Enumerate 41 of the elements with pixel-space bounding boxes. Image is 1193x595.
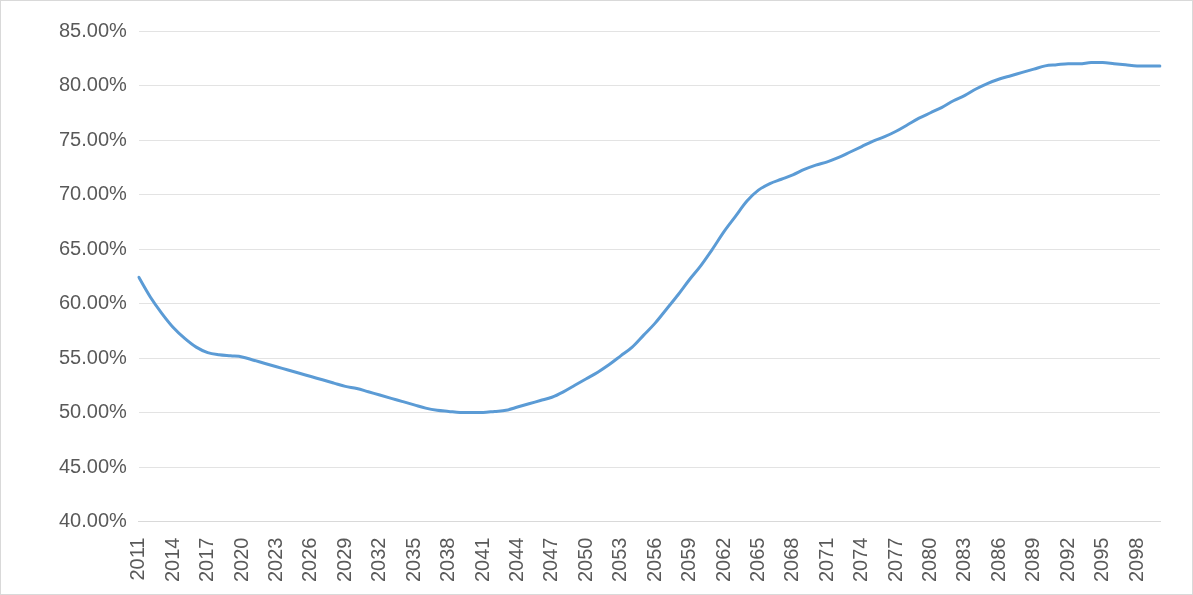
x-tick-label: 2023 xyxy=(264,537,287,583)
x-tick-label: 2032 xyxy=(367,537,390,583)
x-tick-label: 2086 xyxy=(986,537,1009,583)
x-tick-label: 2071 xyxy=(814,537,837,583)
x-tick-label: 2017 xyxy=(195,537,218,583)
x-tick-label: 2056 xyxy=(642,537,665,583)
x-tick-label: 2098 xyxy=(1124,537,1147,583)
y-tick-label: 55.00% xyxy=(58,345,128,368)
y-tick-label: 65.00% xyxy=(58,236,128,259)
y-tick-label: 70.00% xyxy=(58,182,128,205)
x-tick-label: 2077 xyxy=(883,537,906,583)
y-tick-label: 45.00% xyxy=(58,454,128,477)
x-tick-label: 2011 xyxy=(126,537,149,581)
y-tick-label: 75.00% xyxy=(58,127,128,150)
x-tick-label: 2089 xyxy=(1021,537,1044,583)
x-tick-label: 2080 xyxy=(918,537,941,583)
x-tick-label: 2047 xyxy=(539,537,562,583)
x-tick-label: 2068 xyxy=(780,537,803,583)
x-tick-label: 2020 xyxy=(229,537,252,583)
y-tick-label: 85.00% xyxy=(58,18,128,41)
x-tick-label: 2041 xyxy=(470,537,493,583)
x-tick-label: 2062 xyxy=(711,537,734,583)
line-series xyxy=(137,61,1162,415)
x-tick-label: 2035 xyxy=(401,537,424,583)
x-tick-label: 2026 xyxy=(298,537,321,583)
x-tick-label: 2095 xyxy=(1090,537,1113,583)
x-tick-label: 2092 xyxy=(1055,537,1078,583)
y-tick-label: 50.00% xyxy=(58,400,128,423)
x-tick-label: 2074 xyxy=(849,537,872,583)
x-tick-label: 2059 xyxy=(677,537,700,583)
x-tick-label: 2038 xyxy=(436,537,459,583)
x-tick-label: 2050 xyxy=(573,537,596,583)
x-tick-label: 2029 xyxy=(332,537,355,583)
x-tick-label: 2014 xyxy=(160,537,183,583)
y-tick-label: 40.00% xyxy=(58,509,128,532)
x-tick-label: 2053 xyxy=(608,537,631,583)
y-tick-label: 60.00% xyxy=(58,291,128,314)
x-tick-label: 2083 xyxy=(952,537,975,583)
y-tick-label: 80.00% xyxy=(58,73,128,96)
x-tick-label: 2044 xyxy=(504,537,527,583)
x-tick-label: 2065 xyxy=(745,537,768,583)
